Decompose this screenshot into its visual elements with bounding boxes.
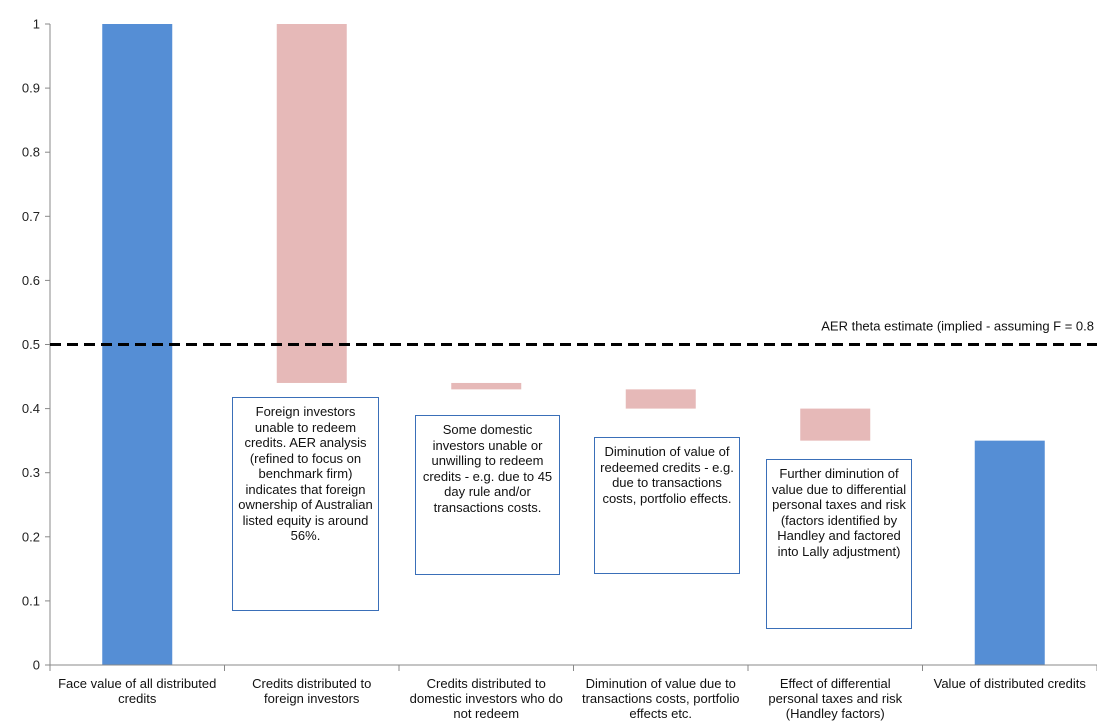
y-tick-label: 0 [33, 658, 40, 673]
category-label: Value of distributed credits [934, 676, 1087, 691]
reference-line-label: AER theta estimate (implied - assuming F… [821, 319, 1094, 334]
annotation-box: Foreign investors unable to redeem credi… [232, 397, 379, 611]
y-tick-label: 0.3 [22, 465, 40, 480]
y-tick-label: 0.8 [22, 145, 40, 160]
category-label: Effect of differential personal taxes and… [768, 676, 902, 721]
bar-3 [451, 382, 522, 390]
bar-6 [974, 440, 1045, 665]
y-tick-label: 0.7 [22, 209, 40, 224]
y-axis-ticks: 0 0.1 0.2 0.3 0.4 0.5 0.6 0.7 0.8 0.9 1 [22, 17, 50, 673]
y-tick-label: 0.4 [22, 401, 40, 416]
bar-4 [625, 389, 696, 409]
category-label: Face value of all distributed credits [58, 676, 216, 706]
y-tick-label: 0.6 [22, 273, 40, 288]
annotation-box: Some domestic investors unable or unwill… [415, 415, 560, 575]
axes [49, 24, 1097, 671]
y-tick-label: 0.9 [22, 81, 40, 96]
y-tick-label: 0.5 [22, 337, 40, 352]
annotation-box: Further diminution of value due to diffe… [766, 459, 912, 629]
y-tick-label: 0.1 [22, 593, 40, 608]
bar-5 [800, 408, 871, 441]
reference-line-group: AER theta estimate (implied - assuming F… [50, 319, 1097, 346]
category-label: Credits distributed to domestic investors… [410, 676, 563, 721]
category-label: Credits distributed to foreign investors [252, 676, 371, 706]
category-label: Diminution of value due to transactions c… [582, 676, 740, 721]
bar-2 [276, 24, 347, 383]
y-tick-label: 1 [33, 17, 40, 32]
x-axis-labels: Face value of all distributed credits Cred… [58, 676, 1086, 721]
y-tick-label: 0.2 [22, 529, 40, 544]
annotation-box: Diminution of value of redeemed credits … [594, 437, 740, 574]
